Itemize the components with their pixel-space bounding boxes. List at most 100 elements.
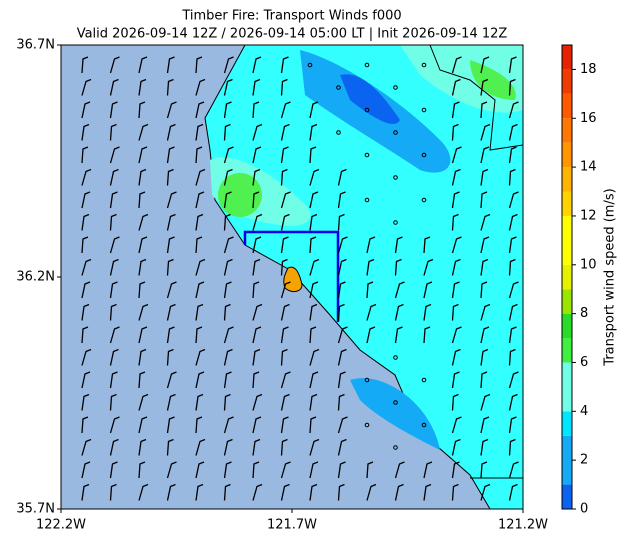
wind-barb <box>81 78 92 96</box>
colorbar-tick-label: 4 <box>580 404 588 419</box>
wind-barb <box>480 416 490 434</box>
wind-barb <box>166 191 177 209</box>
wind-barb <box>451 393 459 411</box>
colorbar-tick-label: 16 <box>580 111 597 126</box>
colorbar-tick-label: 18 <box>580 62 597 77</box>
wind-barb <box>138 78 147 96</box>
y-tick-label: 36.2N <box>16 270 55 285</box>
wind-barb <box>223 438 233 456</box>
wind-barb <box>451 281 460 299</box>
wind-barb <box>109 438 119 456</box>
wind-barb <box>309 438 320 456</box>
wind-barb <box>138 461 146 479</box>
wind-barb <box>480 281 488 299</box>
wind-barb <box>451 371 460 389</box>
wind-barb <box>423 303 432 321</box>
wind-barb <box>480 78 489 96</box>
wind-barb <box>309 281 319 299</box>
wind-barb <box>366 281 374 299</box>
wind-barb <box>337 326 348 344</box>
wind-barb <box>337 371 346 389</box>
wind-barb <box>337 281 346 299</box>
wind-barb <box>195 78 206 96</box>
wind-barb <box>166 438 174 456</box>
wind-barb <box>109 236 120 254</box>
colorbar-band <box>562 191 572 216</box>
wind-barb <box>81 101 91 119</box>
wind-barb <box>195 371 205 389</box>
chart-subtitle: Valid 2026-09-14 12Z / 2026-09-14 05:00 … <box>77 27 508 42</box>
wind-barb <box>81 146 89 164</box>
wind-barb <box>166 416 175 434</box>
wind-barb <box>109 416 120 434</box>
wind-barb <box>423 258 434 276</box>
wind-barb <box>451 101 460 119</box>
colorbar-band <box>562 313 572 339</box>
calm-marker <box>364 107 370 113</box>
colorbar-tick-label: 2 <box>580 453 588 468</box>
calm-marker <box>336 130 341 135</box>
colorbar-frame <box>561 44 573 510</box>
wind-barb <box>166 168 174 186</box>
colorbar-band <box>562 264 572 290</box>
wind-barb <box>223 416 234 434</box>
wind-barb <box>480 348 489 366</box>
wind-barb <box>195 461 205 479</box>
wind-barb <box>280 78 288 96</box>
calm-marker <box>421 422 427 428</box>
wind-barb <box>337 483 345 501</box>
wind-barb <box>109 78 119 96</box>
wind-barb <box>480 371 488 389</box>
calm-marker <box>364 197 370 203</box>
wind-barb <box>109 326 120 344</box>
wind-barb <box>451 123 459 141</box>
calm-marker <box>421 62 427 68</box>
wind-barb <box>280 123 290 141</box>
wind-barb <box>81 348 92 366</box>
calm-marker <box>307 62 313 68</box>
field-patch <box>340 74 400 124</box>
wind-barb <box>451 168 461 186</box>
wind-barb <box>280 191 291 209</box>
wind-barb <box>166 371 177 389</box>
wind-barb <box>138 438 147 456</box>
wind-barb <box>81 393 90 411</box>
wind-barb <box>280 303 290 321</box>
calm-marker <box>393 85 398 90</box>
wind-barb <box>223 348 233 366</box>
colorbar-band <box>562 289 572 314</box>
wind-barb <box>81 56 89 74</box>
wind-barb <box>81 483 90 501</box>
wind-barb <box>109 191 118 209</box>
wind-barb <box>480 123 491 141</box>
wind-barb <box>423 281 433 299</box>
wind-barb <box>138 258 147 276</box>
wind-barb <box>451 303 459 321</box>
calm-marker <box>421 377 427 383</box>
wind-barb <box>252 213 263 231</box>
colorbar-band <box>562 362 572 412</box>
wind-barb <box>252 416 262 434</box>
wind-barb <box>337 348 347 366</box>
wind-barb <box>451 191 460 209</box>
wind-barb <box>309 236 317 254</box>
wind-barb <box>337 213 345 231</box>
wind-barb <box>252 146 262 164</box>
wind-barb <box>451 438 461 456</box>
wind-barb <box>138 101 146 119</box>
field-patch <box>400 45 523 113</box>
calm-marker <box>393 220 398 225</box>
calm-marker <box>393 130 398 135</box>
wind-barb <box>223 123 231 141</box>
wind-barb <box>166 56 175 74</box>
wind-barb <box>480 303 491 321</box>
colorbar-band <box>562 484 572 509</box>
wind-barb <box>223 213 231 231</box>
wind-barb <box>366 303 377 321</box>
wind-barb <box>223 191 232 209</box>
wind-barb <box>337 461 346 479</box>
wind-barb <box>280 326 289 344</box>
wind-barb <box>309 191 319 209</box>
wind-barb <box>309 213 318 231</box>
wind-barb <box>480 258 489 276</box>
